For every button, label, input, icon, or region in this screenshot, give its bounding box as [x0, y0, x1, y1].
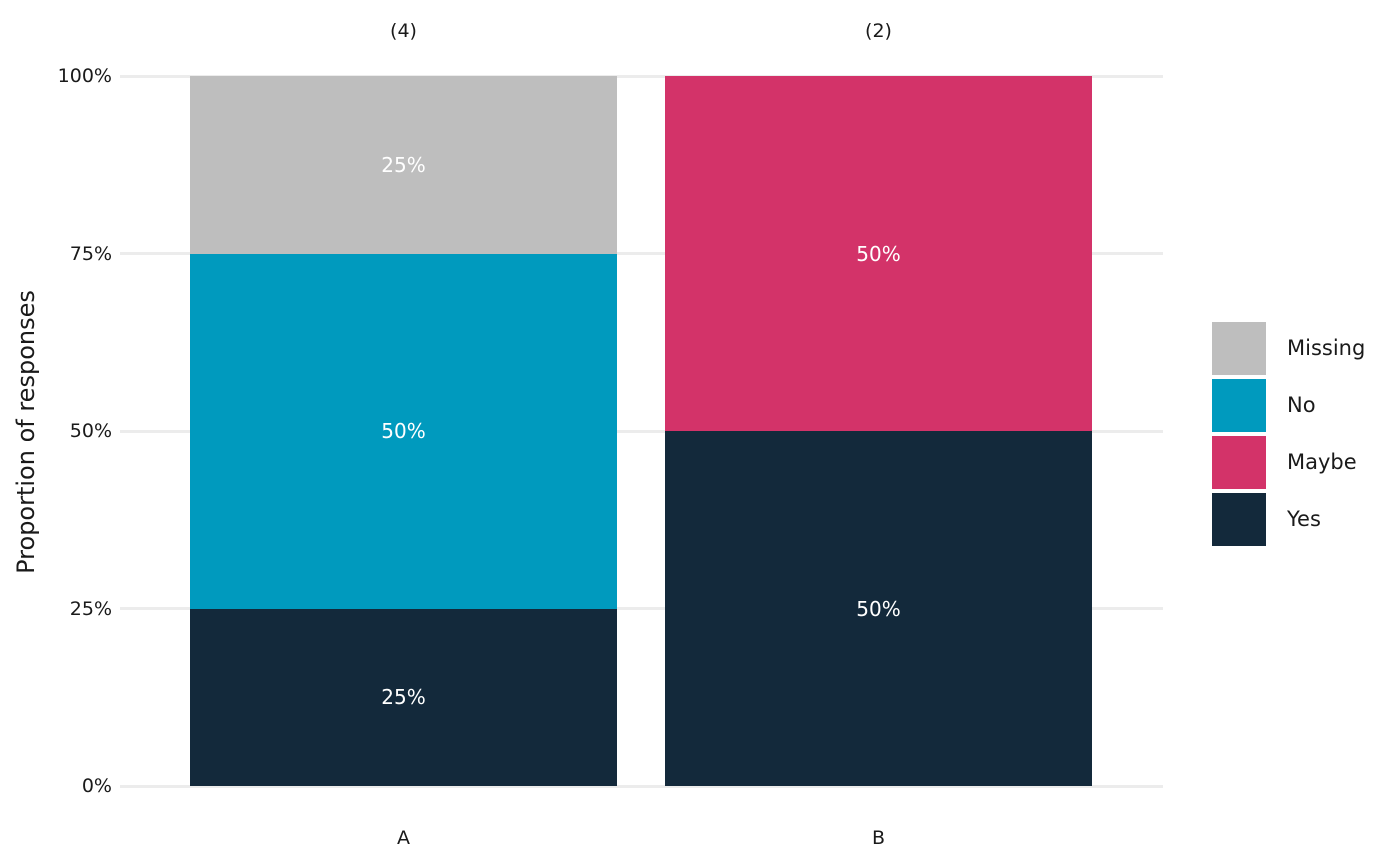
y-tick-label: 100% — [57, 65, 112, 87]
y-tick-label: 50% — [69, 420, 112, 442]
gridline-75% — [120, 252, 1163, 255]
segment-percent-label: 25% — [381, 685, 426, 710]
legend-key-yes — [1212, 493, 1266, 546]
gridline-100% — [120, 74, 1163, 78]
segment-percent-label: 50% — [856, 596, 901, 621]
bar-b-segment-yes: 50% — [665, 431, 1092, 786]
y-tick-label: 25% — [69, 597, 112, 620]
x-tick-label-a: A — [397, 827, 410, 849]
x-tick-label-b: B — [871, 827, 886, 849]
y-tick-label: 75% — [69, 242, 112, 265]
y-tick-label: 0% — [81, 775, 112, 797]
gridline-50% — [120, 429, 1163, 433]
legend-key-no — [1212, 379, 1266, 432]
gridline-0% — [120, 784, 1163, 788]
bar-a-segment-missing: 25% — [190, 76, 617, 254]
legend-key-maybe — [1212, 436, 1266, 489]
legend-label-missing: Missing — [1287, 336, 1366, 360]
bar-b-segment-maybe: 50% — [665, 76, 1092, 431]
segment-percent-label: 50% — [856, 241, 901, 266]
segment-percent-label: 50% — [381, 419, 426, 443]
bar-a-segment-yes: 25% — [190, 608, 617, 786]
legend-label-maybe: Maybe — [1287, 450, 1357, 474]
legend-key-missing — [1212, 322, 1266, 375]
bar-a-segment-no: 50% — [190, 253, 617, 609]
legend-label-no: No — [1287, 393, 1316, 417]
bar-count-label-b: (2) — [865, 20, 892, 42]
y-axis-title: Proportion of responses — [12, 290, 40, 574]
legend-label-yes: Yes — [1287, 507, 1321, 531]
gridline-25% — [120, 607, 1163, 610]
segment-percent-label: 25% — [381, 152, 426, 177]
bar-count-label-a: (4) — [390, 20, 417, 42]
